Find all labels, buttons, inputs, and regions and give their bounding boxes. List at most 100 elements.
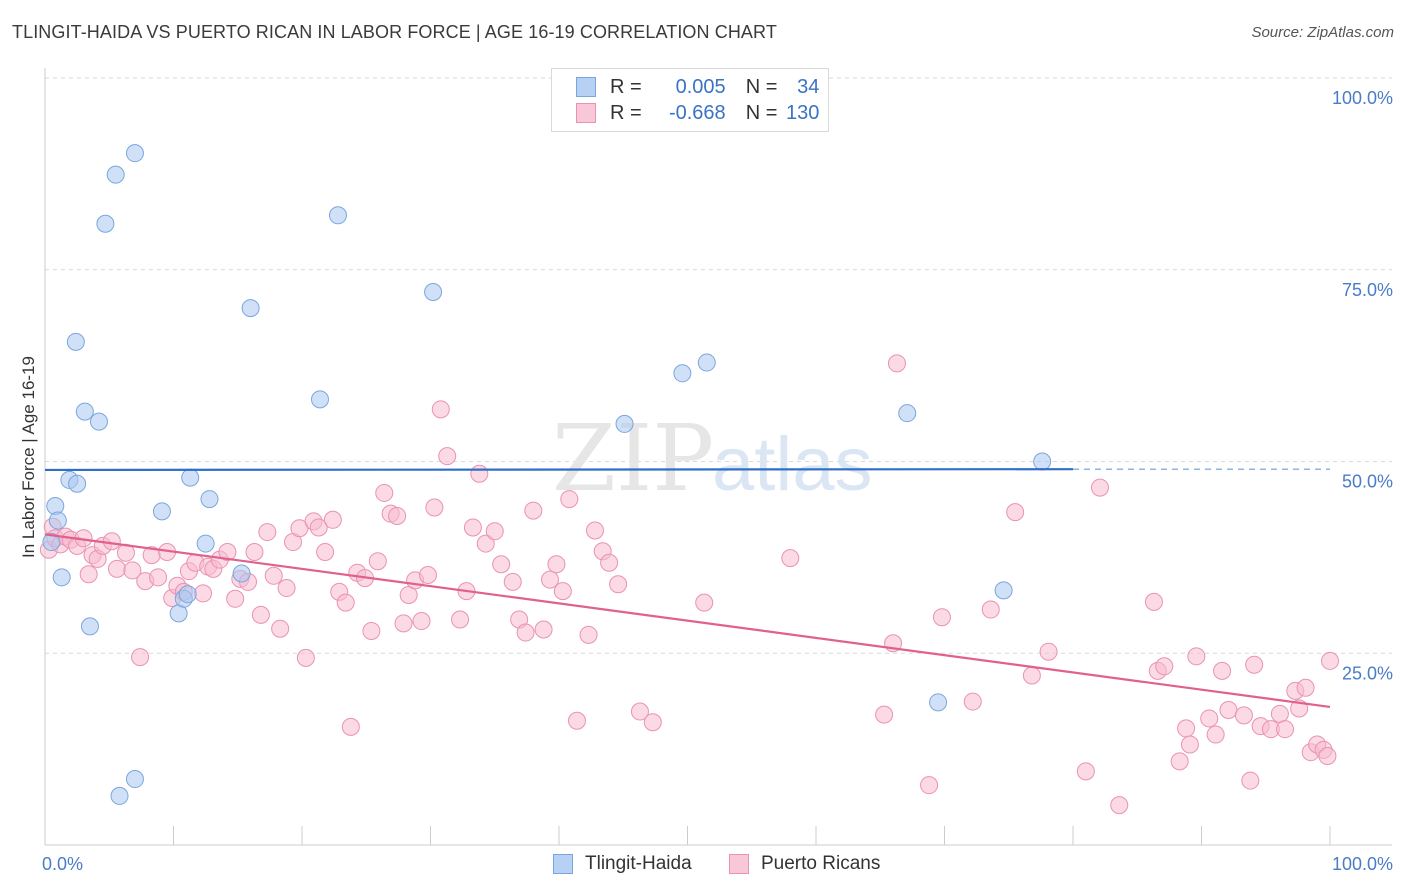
- puerto-ricans-point: [277, 579, 296, 598]
- puerto-ricans-point: [492, 555, 511, 574]
- y-tick-label: 50.0%: [1342, 472, 1393, 492]
- puerto-ricans-point: [1213, 661, 1232, 680]
- gridlines: [45, 77, 1392, 654]
- tick-labels: 25.0% 50.0% 75.0% 100.0% 0.0% 100.0%: [42, 88, 1393, 874]
- puerto-ricans-point: [425, 498, 444, 517]
- puerto-ricans-point: [194, 584, 213, 603]
- puerto-ricans-point: [1200, 709, 1219, 728]
- puerto-ricans-point: [1076, 762, 1095, 781]
- puerto-ricans-point: [585, 521, 604, 540]
- y-tick-label: 25.0%: [1342, 663, 1393, 683]
- tlingit-haida-points: [42, 144, 1052, 805]
- tlingit-haida-point: [181, 468, 200, 487]
- puerto-ricans-point: [875, 705, 894, 724]
- puerto-ricans-point: [1206, 725, 1225, 744]
- puerto-ricans-point: [412, 612, 431, 631]
- puerto-ricans-point: [431, 400, 450, 419]
- legend-swatch-pink: [576, 103, 596, 123]
- tlingit-haida-point: [615, 414, 634, 433]
- puerto-ricans-point: [258, 523, 277, 542]
- puerto-ricans-point: [1170, 752, 1189, 771]
- tlingit-haida-point: [125, 770, 144, 789]
- puerto-ricans-point: [123, 561, 142, 580]
- tlingit-haida-trend-line: [44, 468, 1074, 472]
- puerto-ricans-point: [567, 711, 586, 730]
- y-axis-label: In Labor Force | Age 16-19: [19, 356, 38, 558]
- legend-r-label: R =: [610, 101, 642, 124]
- y-tick-label: 100.0%: [1332, 88, 1393, 108]
- puerto-ricans-point: [79, 565, 98, 584]
- puerto-ricans-point: [609, 575, 628, 594]
- puerto-ricans-point: [516, 623, 535, 642]
- puerto-ricans-point: [251, 605, 270, 624]
- puerto-ricans-point: [368, 552, 387, 571]
- puerto-ricans-point: [600, 553, 619, 572]
- tlingit-haida-point: [110, 786, 129, 805]
- tlingit-haida-point: [42, 533, 61, 552]
- legend-n-label: N =: [745, 75, 778, 98]
- tlingit-haida-point: [673, 364, 692, 383]
- puerto-ricans-point: [1022, 666, 1041, 685]
- tlingit-haida-point: [75, 402, 94, 421]
- puerto-ricans-point: [107, 559, 126, 578]
- puerto-ricans-point: [149, 568, 168, 587]
- puerto-ricans-point: [1276, 720, 1295, 739]
- puerto-ricans-point: [553, 582, 572, 601]
- legend-swatch-blue: [576, 77, 596, 97]
- puerto-ricans-point: [547, 555, 566, 574]
- tlingit-haida-point: [178, 585, 197, 604]
- puerto-ricans-point: [695, 593, 714, 612]
- puerto-ricans-point: [375, 483, 394, 502]
- puerto-ricans-point: [1296, 678, 1315, 697]
- puerto-ricans-trend-line: [44, 533, 1331, 709]
- tlingit-haida-point: [424, 282, 443, 301]
- puerto-ricans-point: [323, 510, 342, 529]
- chart-title: TLINGIT-HAIDA VS PUERTO RICAN IN LABOR F…: [12, 22, 777, 42]
- watermark: ZIP atlas: [552, 405, 873, 512]
- puerto-ricans-point: [1039, 642, 1058, 661]
- puerto-ricans-point: [643, 713, 662, 732]
- legend-row-puerto-ricans: R = -0.668 N = 130: [576, 101, 819, 125]
- puerto-ricans-point: [245, 543, 264, 562]
- puerto-ricans-point: [981, 600, 1000, 619]
- puerto-ricans-point: [1006, 503, 1025, 522]
- tlingit-haida-point: [68, 474, 87, 493]
- puerto-ricans-point: [1318, 747, 1337, 766]
- stats-legend: R = 0.005 N = 34 R = -0.668 N = 130: [551, 68, 829, 132]
- tlingit-haida-point: [48, 511, 67, 530]
- puerto-ricans-point: [1090, 478, 1109, 497]
- puerto-ricans-point: [476, 534, 495, 553]
- bottom-legend-label: Puerto Ricans: [761, 853, 881, 874]
- tlingit-haida-point: [232, 564, 251, 583]
- tlingit-haida-point: [1033, 452, 1052, 471]
- puerto-ricans-point: [102, 532, 121, 551]
- puerto-ricans-point: [264, 566, 283, 585]
- puerto-ricans-point: [1245, 655, 1264, 674]
- tlingit-haida-point: [66, 332, 85, 351]
- tlingit-haida-point: [125, 144, 144, 163]
- puerto-ricans-point: [341, 717, 360, 736]
- tlingit-haida-point: [929, 693, 948, 712]
- puerto-ricans-point: [1155, 657, 1174, 676]
- puerto-ricans-point: [1110, 796, 1129, 815]
- puerto-ricans-point: [470, 464, 489, 483]
- puerto-ricans-point: [271, 619, 290, 638]
- y-tick-label: 75.0%: [1342, 280, 1393, 300]
- bottom-legend-tlingit-haida: Tlingit-Haida: [553, 852, 692, 876]
- tlingit-haida-point: [994, 581, 1013, 600]
- legend-n-label: N =: [745, 101, 778, 124]
- legend-r-label: R =: [610, 75, 642, 98]
- puerto-ricans-point: [1187, 647, 1206, 666]
- bottom-legend-label: Tlingit-Haida: [585, 853, 692, 874]
- trend-lines: [44, 468, 1331, 709]
- puerto-ricans-point: [1241, 771, 1260, 790]
- puerto-ricans-point: [920, 776, 939, 795]
- puerto-ricans-point: [887, 354, 906, 373]
- puerto-ricans-point: [336, 593, 355, 612]
- tlingit-haida-point: [52, 568, 71, 587]
- puerto-ricans-point: [463, 518, 482, 537]
- tlingit-haida-point: [328, 206, 347, 225]
- puerto-ricans-point: [579, 625, 598, 644]
- tlingit-haida-point: [697, 353, 716, 372]
- watermark-atlas: atlas: [712, 422, 873, 507]
